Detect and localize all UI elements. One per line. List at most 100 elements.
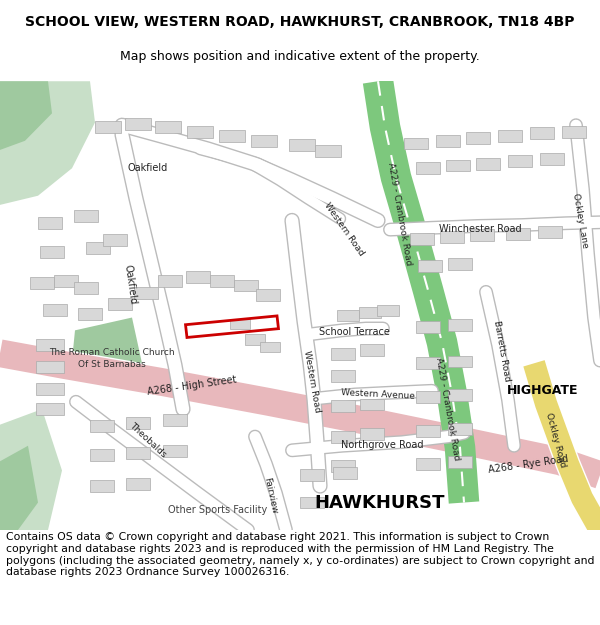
Bar xyxy=(36,383,64,395)
Text: Oakfield: Oakfield xyxy=(122,264,138,305)
Bar xyxy=(448,259,472,271)
Bar xyxy=(377,305,399,316)
Bar xyxy=(90,449,114,461)
Bar xyxy=(337,310,359,321)
Text: Contains OS data © Crown copyright and database right 2021. This information is : Contains OS data © Crown copyright and d… xyxy=(6,532,595,578)
Text: Ockley Road: Ockley Road xyxy=(544,412,568,469)
Bar xyxy=(158,275,182,287)
Bar xyxy=(360,399,384,411)
Bar xyxy=(103,234,127,246)
Bar xyxy=(187,126,213,138)
Bar xyxy=(448,319,472,331)
Bar xyxy=(404,138,428,149)
Bar xyxy=(210,275,234,287)
Bar xyxy=(256,289,280,301)
Bar xyxy=(506,228,530,240)
Bar xyxy=(410,233,434,245)
Bar xyxy=(108,298,132,310)
Bar xyxy=(416,357,440,369)
Bar xyxy=(331,460,355,472)
Bar xyxy=(360,428,384,440)
Text: Western Road: Western Road xyxy=(322,201,365,258)
Text: HAWKHURST: HAWKHURST xyxy=(315,494,445,511)
Text: A229 - Cranbrook Road: A229 - Cranbrook Road xyxy=(434,357,461,461)
Text: Fairview: Fairview xyxy=(262,476,278,514)
Bar xyxy=(90,480,114,492)
Bar xyxy=(476,158,500,169)
Polygon shape xyxy=(0,81,95,205)
Bar xyxy=(126,447,150,459)
Text: Western Road: Western Road xyxy=(302,350,322,413)
Bar xyxy=(86,242,110,254)
Bar xyxy=(418,260,442,272)
Bar xyxy=(95,121,121,133)
Bar xyxy=(125,118,151,130)
Bar xyxy=(186,271,210,283)
Text: Western Avenue: Western Avenue xyxy=(341,388,415,401)
Bar xyxy=(448,389,472,401)
Bar xyxy=(416,321,440,332)
Bar xyxy=(470,229,494,241)
Bar xyxy=(163,414,187,426)
Bar xyxy=(508,155,532,167)
Text: Ockley Lane: Ockley Lane xyxy=(571,192,589,249)
Bar xyxy=(38,217,62,229)
Text: Barretts Road: Barretts Road xyxy=(492,320,512,382)
Bar xyxy=(78,308,102,320)
Bar xyxy=(43,304,67,316)
Bar xyxy=(126,417,150,429)
Bar xyxy=(163,445,187,458)
Bar xyxy=(331,348,355,360)
Text: Other Sports Facility: Other Sports Facility xyxy=(169,505,268,515)
Polygon shape xyxy=(0,409,62,530)
Bar xyxy=(359,308,381,319)
Text: Map shows position and indicative extent of the property.: Map shows position and indicative extent… xyxy=(120,51,480,63)
Bar xyxy=(251,135,277,147)
Bar xyxy=(300,497,324,509)
Bar xyxy=(498,130,522,142)
Bar xyxy=(538,226,562,238)
Text: Winchester Road: Winchester Road xyxy=(439,224,521,234)
Bar xyxy=(333,468,357,479)
Bar xyxy=(416,162,440,174)
Bar xyxy=(260,342,280,352)
Bar xyxy=(134,287,158,299)
Bar xyxy=(234,279,258,291)
Bar xyxy=(300,469,324,481)
Text: School Terrace: School Terrace xyxy=(319,327,389,337)
Bar xyxy=(540,153,564,165)
Bar xyxy=(331,370,355,382)
Bar xyxy=(448,423,472,435)
Text: SCHOOL VIEW, WESTERN ROAD, HAWKHURST, CRANBROOK, TN18 4BP: SCHOOL VIEW, WESTERN ROAD, HAWKHURST, CR… xyxy=(25,14,575,29)
Bar xyxy=(331,401,355,412)
Bar xyxy=(155,121,181,133)
Text: The Roman Catholic Church
Of St Barnabas: The Roman Catholic Church Of St Barnabas xyxy=(49,348,175,369)
Bar xyxy=(562,126,586,138)
Bar xyxy=(90,419,114,431)
Polygon shape xyxy=(0,81,52,150)
Bar xyxy=(245,334,265,344)
Bar xyxy=(416,458,440,470)
Text: Oakfield: Oakfield xyxy=(128,163,168,173)
Bar xyxy=(466,132,490,144)
Bar xyxy=(126,478,150,490)
Bar xyxy=(331,431,355,442)
Bar xyxy=(289,139,315,151)
Text: HIGHGATE: HIGHGATE xyxy=(507,384,579,398)
Bar xyxy=(74,210,98,222)
Text: A268 - Rye Road: A268 - Rye Road xyxy=(487,454,569,474)
Bar xyxy=(230,319,250,329)
Bar xyxy=(360,344,384,356)
Bar xyxy=(219,130,245,142)
Bar xyxy=(530,127,554,139)
Polygon shape xyxy=(72,318,142,376)
Bar xyxy=(74,282,98,294)
Bar xyxy=(448,456,472,468)
Bar xyxy=(416,425,440,437)
Bar xyxy=(54,275,78,287)
Bar xyxy=(36,361,64,373)
Polygon shape xyxy=(0,446,38,530)
Bar xyxy=(40,246,64,258)
Bar xyxy=(446,159,470,171)
Bar xyxy=(315,145,341,157)
